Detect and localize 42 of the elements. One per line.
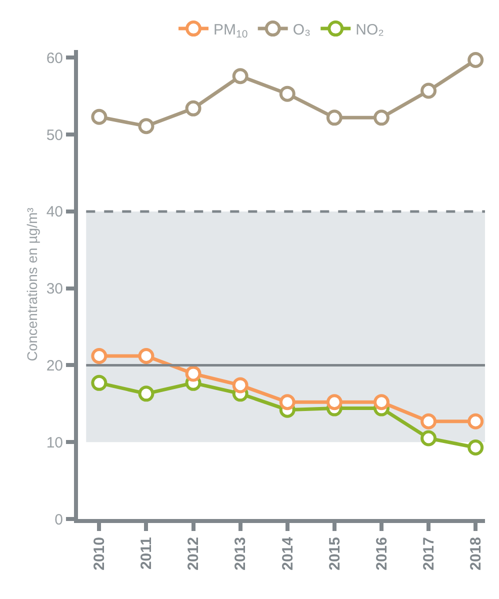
point [138,386,154,402]
point [91,108,108,125]
point [326,394,342,410]
y-axis-title: Concentrations en µg/m³ [24,207,40,362]
point [232,68,248,84]
y-tick-label: 20 [46,357,63,374]
point [420,82,437,99]
point [138,118,154,134]
point [279,394,296,410]
point [91,348,108,364]
point [373,394,390,410]
point [420,430,437,446]
point [185,100,202,116]
point [279,86,296,102]
x-tick-label: 2014 [279,536,296,570]
x-tick-label: 2013 [232,537,250,570]
point [326,110,342,126]
point [232,377,248,394]
y-tick-label: 10 [46,434,63,452]
point [185,366,202,382]
x-tick-label: 2012 [185,537,202,570]
x-tick-label: 2018 [467,537,484,570]
point [373,110,390,126]
legend-label: PM$_{10}$ [214,21,248,41]
y-tick-label: 0 [54,511,63,528]
legend-label: O₃ [292,21,311,38]
point [420,413,437,430]
y-tick-label: 30 [46,280,63,298]
point [91,374,108,391]
x-tick-label: 2011 [138,537,156,570]
point [138,348,154,364]
x-tick-label: 2016 [373,537,390,570]
point [468,440,484,456]
y-tick-label: 40 [46,204,63,221]
x-tick-label: 2017 [420,537,438,570]
y-tick-label: 60 [46,50,63,67]
point [468,413,484,430]
x-tick-label: 2010 [91,537,108,570]
legend-label: NO₂ [356,21,384,38]
y-tick-label: 50 [46,126,63,144]
x-tick-label: 2015 [326,537,344,570]
point [468,52,484,68]
